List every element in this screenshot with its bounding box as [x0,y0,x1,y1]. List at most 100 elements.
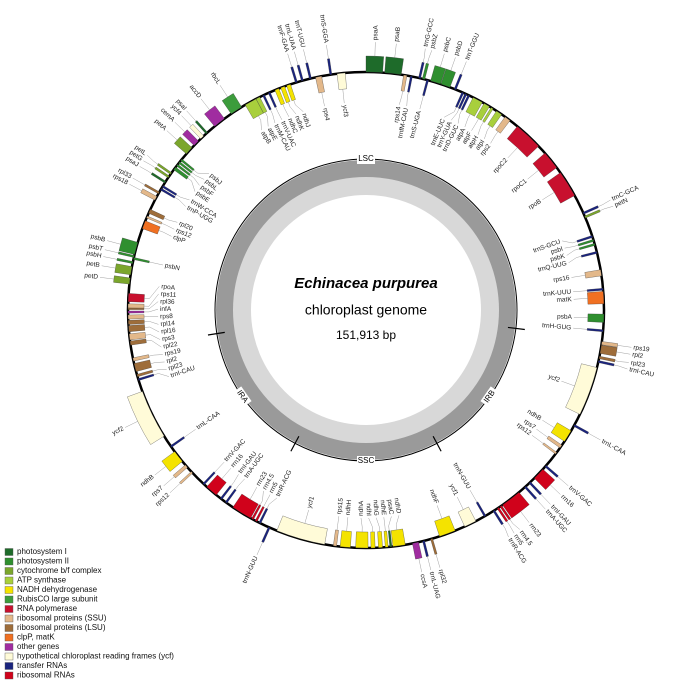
label-leader [427,556,432,571]
gene-bar [146,215,163,225]
gene-bar [113,275,131,285]
label-leader [368,517,373,532]
label-leader [440,53,445,68]
gene-bar [422,63,429,80]
gene-bar [601,341,618,348]
gene-bar [195,120,208,135]
label-leader [573,290,588,292]
gene-bar [580,251,598,258]
label-leader [599,206,614,211]
label-leader [144,301,159,310]
gene-label: ycf2 [111,425,125,437]
gene-bar [206,474,227,496]
label-leader [153,373,170,377]
label-leader [149,261,163,266]
label-leader [200,98,210,110]
label-leader [288,101,297,115]
gene-bar [418,62,425,79]
label-leader [568,256,582,264]
gene-label: infA [160,306,172,313]
gene-bar [422,540,429,557]
gene-bar [587,291,605,305]
label-leader [536,428,548,438]
gene-bar [133,257,150,264]
gene-label: petN [614,197,630,209]
gene-bar [221,93,242,115]
gene-label: trnL-CAA [600,438,627,457]
gene-label: rps16 [553,274,571,284]
label-leader [174,122,185,133]
label-leader [249,486,258,500]
gene-label: psbD [453,40,465,57]
gene-bar [262,94,272,111]
legend-swatch [4,567,14,575]
gene-bar [587,313,605,323]
legend-label: cytochrome b/f complex [17,566,101,575]
gene-bar [577,239,595,247]
label-leader [469,490,478,503]
label-leader [152,369,167,372]
gene-bar [599,345,618,357]
label-leader [132,177,146,186]
gene-label: accD [188,84,203,100]
gene-label: rpoC2 [492,157,509,175]
label-leader [221,468,232,479]
gene-bar [407,76,413,93]
label-leader [266,497,278,509]
gene-bar [118,237,138,255]
gene-bar [546,435,563,449]
label-leader [101,265,116,269]
legend-swatch [4,586,14,594]
label-leader [395,515,400,530]
inner-disc [251,195,481,425]
label-leader [189,174,200,186]
label-leader [388,516,392,531]
gene-label: trnL-CAA [195,410,221,431]
gene-bar [286,84,296,101]
label-leader [219,85,228,98]
gene-label: rpl2 [166,355,179,365]
gene-bar [154,166,170,178]
label-leader [557,476,569,486]
gene-bar [584,269,602,279]
label-leader [550,484,561,495]
gene-bar [176,164,191,176]
gene-bar [280,86,291,103]
label-leader [144,286,160,299]
gene-label: trnI-CAU [629,366,655,378]
label-leader [394,43,397,58]
label-leader [258,115,262,131]
label-leader [542,192,555,200]
label-leader [169,483,181,493]
legend-label: ribosomal RNAs [17,671,75,680]
label-leader [460,61,467,75]
label-leader [163,217,178,223]
gene-bar [475,103,490,121]
gene-bar [532,152,557,178]
label-leader [506,521,515,534]
gene-bar [150,172,167,184]
label-leader [336,516,340,531]
label-leader [509,519,520,530]
region-label: SSC [358,456,375,465]
gene-label: ndhE [379,500,387,516]
gene-label: ycf1 [448,483,460,497]
gene-bar [144,183,160,194]
legend-label: transfer RNAs [17,661,67,670]
gene-bar [422,79,429,97]
label-leader [144,326,160,333]
gene-label: rpl14 [160,320,175,328]
legend-label: ribosomal proteins (LSU) [17,623,106,632]
gene-bar [160,188,176,199]
label-leader [163,476,175,486]
gene-bar [172,464,188,479]
label-leader [174,197,186,207]
gene-label: psaA [372,25,380,41]
gene-bar [499,505,511,521]
gene-label: petA [153,118,168,133]
region-label: LSC [358,154,374,163]
gene-label: ycf2 [547,373,561,384]
gene-bar [127,314,145,320]
gene-label: rpl23 [168,361,184,372]
